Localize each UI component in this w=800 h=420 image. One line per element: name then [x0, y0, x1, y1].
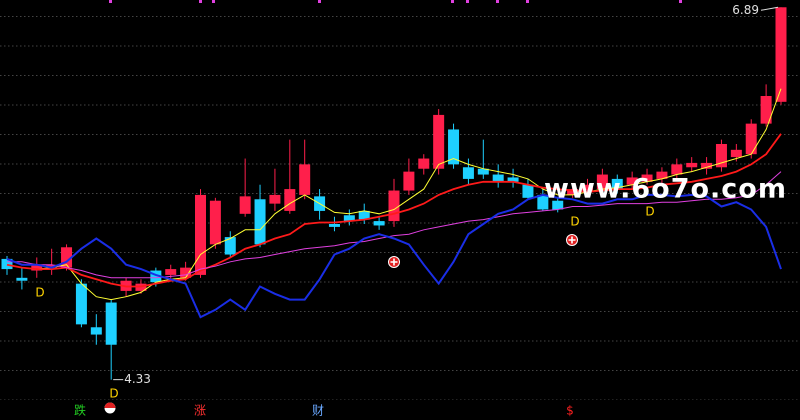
candle-body — [730, 149, 742, 158]
candle-body — [448, 129, 460, 165]
candle-body — [254, 199, 266, 245]
candle-body — [403, 171, 415, 191]
candle-body — [641, 174, 653, 182]
bottom-label: $ — [566, 404, 574, 418]
candle-body — [343, 215, 355, 222]
candle-body — [46, 264, 58, 268]
candle-body — [492, 174, 504, 182]
candle-body — [1, 258, 13, 270]
candle-body — [656, 171, 668, 179]
candle-body — [477, 168, 489, 175]
candle-body — [195, 194, 206, 275]
top-markers — [109, 0, 682, 3]
candle-body — [745, 123, 757, 155]
candle-body — [507, 177, 519, 182]
candle-body — [328, 224, 340, 227]
indicator-line — [6, 133, 782, 288]
indicator-line — [6, 193, 782, 319]
candle-body — [224, 237, 236, 255]
bottom-label: 跌 — [74, 403, 86, 418]
indicator-line — [6, 88, 782, 301]
annotation: D — [35, 286, 44, 300]
high-label: 6.89 — [732, 3, 759, 17]
candle-body — [537, 194, 549, 210]
low-label: 4.33 — [124, 372, 151, 386]
candle-body — [522, 184, 534, 198]
extreme-labels: 6.89 4.33 — [113, 3, 779, 386]
candle-body — [299, 164, 311, 195]
candle-body — [433, 114, 445, 169]
candle-body — [611, 178, 623, 190]
annotation: D — [109, 387, 118, 401]
candle-body — [567, 189, 579, 195]
candle-body — [418, 158, 430, 169]
indicator-line — [7, 171, 782, 279]
candle-body — [358, 210, 370, 220]
annotation: D — [645, 205, 654, 219]
bottom-label: 涨 — [194, 403, 206, 418]
lines — [6, 88, 782, 319]
candle-body — [775, 7, 787, 102]
candle-body — [180, 267, 192, 278]
watermark: www.6o7o.com — [544, 174, 787, 205]
candle-body — [715, 144, 727, 168]
candle-body — [701, 162, 713, 169]
candle-body — [686, 162, 698, 168]
candle-body — [90, 327, 102, 335]
candle-body — [388, 190, 400, 222]
candle-body — [165, 269, 177, 275]
bottom-label: 财 — [312, 404, 324, 418]
candle-body — [626, 177, 638, 185]
candle-body — [462, 167, 474, 179]
candle-body — [552, 200, 564, 210]
candle-body — [61, 247, 73, 268]
candle-body — [284, 189, 296, 211]
candle-body — [105, 302, 117, 345]
bottom-labels: 跌 涨 财 $ — [74, 403, 574, 418]
annotation: D — [570, 215, 579, 229]
candle-body — [269, 194, 281, 204]
candle-body — [373, 221, 385, 226]
candle-body — [671, 164, 683, 175]
bottom-icon — [104, 402, 116, 414]
high-arrow — [760, 6, 779, 11]
signal-icon — [566, 234, 578, 246]
candle-body — [596, 174, 608, 190]
signal-icon — [388, 256, 400, 268]
candle-body — [209, 200, 221, 245]
candle-body — [31, 264, 43, 271]
grid-pattern — [0, 0, 800, 400]
candle-body — [150, 270, 162, 283]
candle-body — [239, 196, 251, 214]
candle-body — [760, 96, 772, 124]
candle-body — [75, 283, 87, 325]
candle-body — [16, 277, 28, 281]
candle-body — [582, 184, 593, 191]
